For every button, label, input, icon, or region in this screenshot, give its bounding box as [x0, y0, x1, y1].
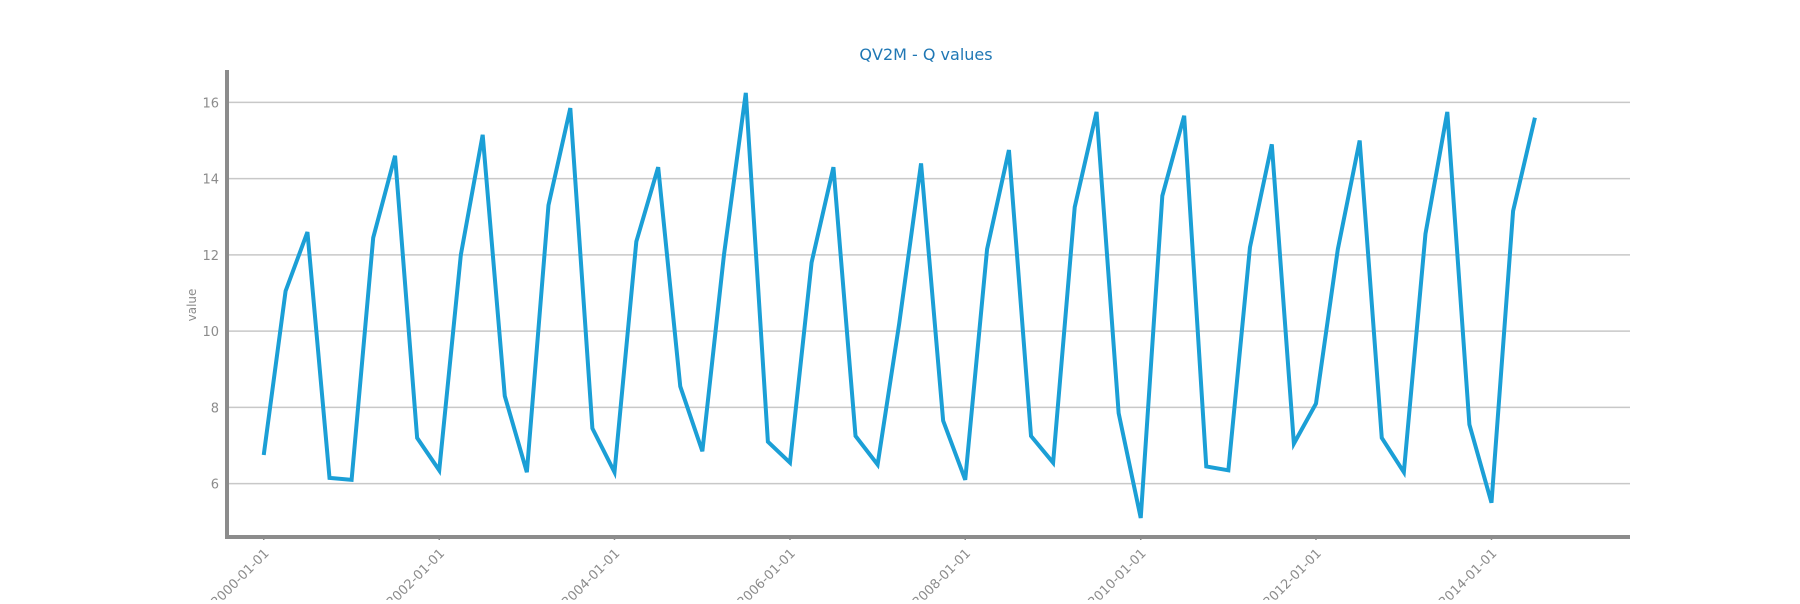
y-axis-label: value: [185, 289, 199, 322]
y-tick-label: 14: [202, 173, 219, 188]
y-tick-label: 6: [211, 478, 219, 493]
x-axis-ticks: 2000-01-01 2002-01-01 2004-01-01 2006-01-01…: [209, 535, 1500, 604]
y-tick-label: 10: [202, 325, 219, 340]
x-tick-label: 2010-01-01: [1086, 546, 1150, 600]
y-tick-label: 8: [211, 401, 219, 416]
x-tick-label: 2008-01-01: [910, 546, 974, 600]
plot-area: [261, 92, 1537, 519]
x-tick-label: 2014-01-01: [1436, 546, 1500, 600]
x-tick-label: 2002-01-01: [384, 546, 448, 600]
y-tick-label: 16: [202, 96, 219, 111]
x-tick-label: 2000-01-01: [209, 546, 273, 600]
series-line-0: [261, 92, 1537, 519]
chart-title: QV2M - Q values: [859, 45, 992, 64]
x-tick-label: 2004-01-01: [559, 546, 623, 600]
x-tick-label: 2012-01-01: [1261, 546, 1325, 600]
y-tick-label: 12: [202, 249, 219, 264]
axes: [225, 70, 1630, 539]
y-axis-ticks: 6 8 10 12 14 16: [202, 96, 219, 492]
x-tick-label: 2006-01-01: [735, 546, 799, 600]
